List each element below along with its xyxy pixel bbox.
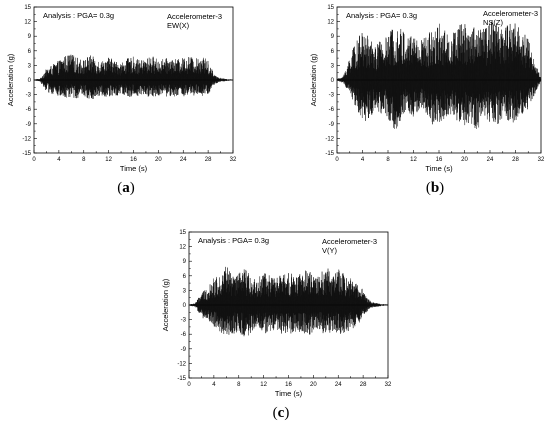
x-tick-label: 16 [285,382,292,388]
analysis-annotation: Analysis : PGA= 0.3g [346,11,417,20]
x-tick-label: 8 [237,382,241,388]
y-tick-label: 12 [327,20,334,26]
y-tick-label: 3 [331,63,335,69]
y-tick-label: -3 [329,93,335,99]
y-tick-label: 0 [28,78,32,84]
x-tick-label: 4 [361,157,365,163]
y-tick-label: -9 [181,347,187,353]
y-tick-label: 3 [28,63,32,69]
x-tick-label: 20 [461,157,468,163]
x-tick-label: 0 [335,157,339,163]
y-axis-label: Acceleration (g) [161,278,170,331]
y-axis-label: Acceleration (g) [309,53,318,106]
panel-label-1: (a) [117,180,135,196]
chart-panel-1: 0 4 8 12 16 20 24 28 32 -15 -12 -9 -6 -3 0 3 6 9 12 15 Time … [6,5,237,173]
y-tick-label: -9 [329,122,335,128]
x-tick-label: 12 [410,157,417,163]
x-tick-label: 28 [512,157,519,163]
y-tick-label: -6 [181,332,187,338]
x-tick-label: 20 [155,157,162,163]
y-tick-label: 15 [24,5,31,11]
panel-label-2: (b) [425,180,445,196]
y-tick-label: 6 [331,49,335,55]
sensor-annotation: Accelerometer-3 [167,12,222,21]
x-tick-label: 12 [105,157,112,163]
x-tick-label: 32 [230,157,237,163]
chart-panel-2: 0 4 8 12 16 20 24 28 32 -15 -12 -9 -6 -3 0 3 6 9 12 15 Time … [309,5,545,173]
x-tick-label: 8 [82,157,86,163]
y-tick-label: -15 [177,376,186,382]
direction-annotation: V(Y) [322,246,338,255]
y-tick-label: -3 [26,93,32,99]
sensor-annotation: Accelerometer-3 [483,9,538,18]
y-tick-label: -6 [26,107,32,113]
y-tick-label: 15 [327,5,334,11]
y-tick-label: 12 [179,245,186,251]
x-tick-label: 0 [32,157,36,163]
y-tick-label: -6 [329,107,335,113]
x-tick-label: 24 [487,157,494,163]
x-tick-label: 20 [310,382,317,388]
y-tick-label: -3 [181,318,187,324]
x-tick-label: 32 [538,157,545,163]
direction-annotation: EW(X) [167,21,190,30]
x-tick-label: 32 [385,382,392,388]
y-tick-label: 9 [28,34,32,40]
y-tick-label: 12 [24,20,31,26]
y-tick-label: 3 [183,288,187,294]
panel-label-3: (c) [272,405,290,421]
analysis-annotation: Analysis : PGA= 0.3g [43,11,114,20]
x-tick-label: 4 [57,157,61,163]
x-tick-label: 4 [212,382,216,388]
chart-panel-3: 0 4 8 12 16 20 24 28 32 -15 -12 -9 -6 -3 0 3 6 9 12 15 Time … [161,230,392,398]
acceleration-trace-2 [336,21,542,129]
x-tick-label: 8 [386,157,390,163]
y-tick-label: 9 [331,34,335,40]
acceleration-trace-3 [188,266,389,337]
x-tick-label: 24 [180,157,187,163]
y-tick-label: 0 [183,303,187,309]
x-tick-label: 16 [436,157,443,163]
y-tick-label: -12 [325,136,334,142]
y-tick-label: -15 [22,151,31,157]
x-tick-label: 12 [260,382,267,388]
y-tick-label: -12 [22,136,31,142]
x-tick-label: 24 [335,382,342,388]
y-tick-label: -12 [177,361,186,367]
acceleration-trace-1 [33,54,234,99]
x-tick-label: 28 [205,157,212,163]
y-tick-label: 6 [28,49,32,55]
y-tick-label: 15 [179,230,186,236]
x-tick-label: 28 [360,382,367,388]
y-tick-label: -9 [26,122,32,128]
sensor-annotation: Accelerometer-3 [322,237,377,246]
x-tick-label: 0 [187,382,191,388]
x-axis-label: Time (s) [120,164,148,173]
y-tick-label: -15 [325,151,334,157]
y-tick-label: 9 [183,259,187,265]
x-axis-label: Time (s) [275,389,303,398]
analysis-annotation: Analysis : PGA= 0.3g [198,236,269,245]
direction-annotation: NS(Z) [483,18,503,27]
y-tick-label: 6 [183,274,187,280]
y-tick-label: 0 [331,78,335,84]
x-axis-label: Time (s) [425,164,453,173]
y-axis-label: Acceleration (g) [6,53,15,106]
x-tick-label: 16 [130,157,137,163]
